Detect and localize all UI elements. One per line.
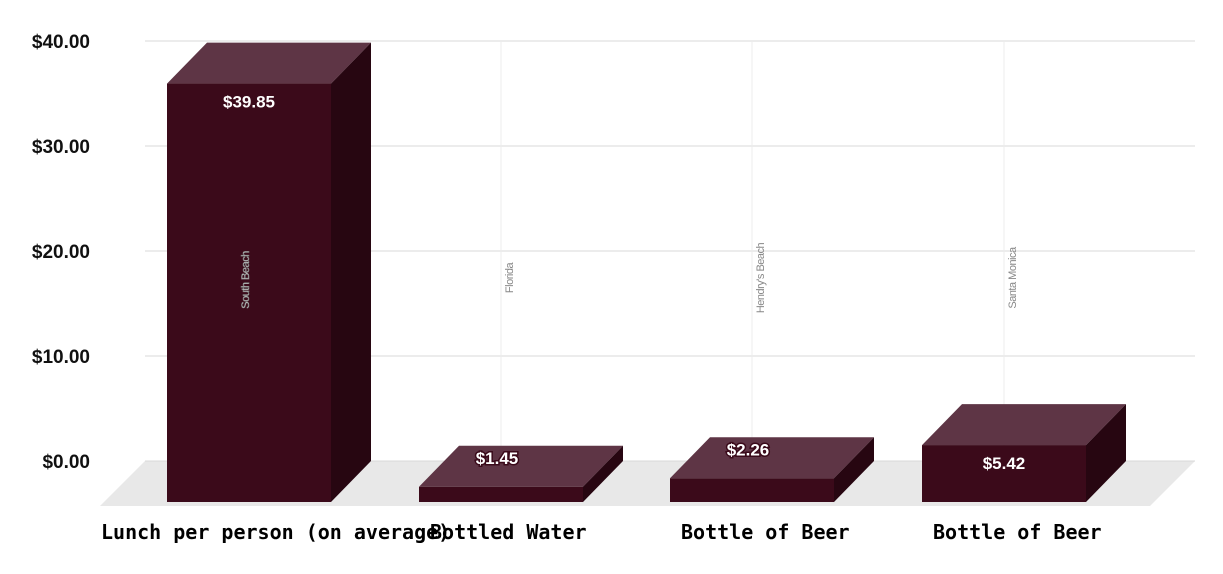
bar <box>419 445 623 502</box>
labels: $39.85 Lunch per person (on average) South… <box>101 93 1102 544</box>
bars <box>167 42 1126 502</box>
y-tick-label: $10.00 <box>32 347 90 368</box>
location-label: Hendry's Beach <box>755 242 767 313</box>
y-tick-label: $20.00 <box>32 242 90 263</box>
y-tick-label: $0.00 <box>42 452 90 473</box>
data-label: $2.26 <box>727 440 770 459</box>
data-label: $1.45 <box>476 449 519 468</box>
bar-front-face <box>419 486 583 502</box>
bar-side-face <box>834 437 874 502</box>
bar-front-face <box>922 445 1086 502</box>
bar <box>167 42 371 502</box>
x-tick-label: Lunch per person (on average) <box>101 520 450 544</box>
bar-side-face <box>1086 404 1126 502</box>
bar-front-face <box>670 478 834 502</box>
y-tick-label: $40.00 <box>32 32 90 53</box>
data-label: $5.42 <box>983 454 1026 473</box>
bar-top-face <box>670 437 874 479</box>
location-label: Santa Monica <box>1007 246 1019 309</box>
location-label: South Beach <box>240 251 252 309</box>
bar-side-face <box>331 42 371 502</box>
bar <box>922 404 1126 502</box>
x-tick-label: Bottled Water <box>430 520 587 544</box>
bar-top-face <box>167 42 371 84</box>
y-tick-label: $30.00 <box>32 137 90 158</box>
bar-top-face <box>419 445 623 487</box>
bar-side-face <box>583 445 623 502</box>
bar <box>670 437 874 502</box>
x-tick-label: Bottle of Beer <box>681 520 850 544</box>
bar-front-face <box>167 83 331 502</box>
chart-floor <box>100 461 1195 506</box>
location-label: Florida <box>504 262 516 294</box>
data-label: $39.85 <box>223 93 275 112</box>
x-tick-label: Bottle of Beer <box>933 520 1102 544</box>
floor-plane <box>100 461 1195 506</box>
y-axis-ticks: $0.00 $10.00 $20.00 $30.00 $40.00 <box>32 32 90 473</box>
bar-top-face <box>922 404 1126 446</box>
